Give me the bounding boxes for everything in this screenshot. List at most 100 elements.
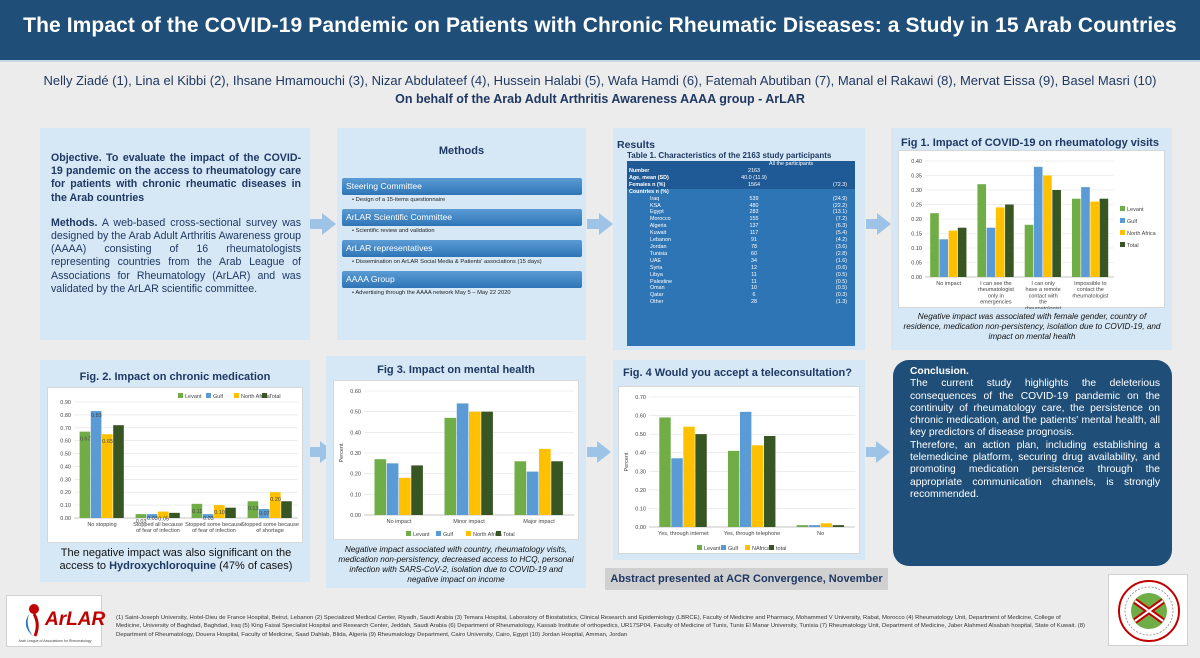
methods-step-1: Steering Committee (342, 178, 582, 195)
table-cell-label: Oman (641, 285, 665, 292)
chart-bar (539, 448, 551, 515)
legend-swatch (1120, 242, 1125, 247)
table-cell-n: 60 (751, 250, 757, 257)
table-cell-n: 28 (751, 299, 757, 306)
chart-bar (957, 227, 967, 277)
x-tick-label: Major impact (523, 519, 555, 525)
y-tick-label: 0.00 (635, 525, 646, 531)
flow-arrow-head-3 (877, 213, 891, 235)
y-tick-label: 0.10 (911, 246, 922, 252)
y-tick-label: 0.30 (911, 188, 922, 194)
chart-bar (225, 507, 236, 518)
y-tick-label: 0.50 (635, 432, 646, 438)
legend-swatch (466, 531, 471, 536)
table-cell-label: UAE (641, 257, 662, 264)
legend-label: Total (269, 394, 281, 400)
chart-bar (281, 501, 292, 518)
conclusion-paragraph-1: The current study highlights the deleter… (910, 378, 1160, 439)
y-tick-label: 0.15 (911, 232, 922, 238)
chart-bar (526, 471, 539, 515)
chart-bar (191, 503, 203, 518)
chart-bar (158, 511, 169, 518)
legend-label: Gulf (213, 394, 224, 400)
table-cell-label: Libya (641, 271, 663, 278)
table-row: Qatar 6 (0.3) (627, 292, 855, 299)
data-label: 0.03 (147, 516, 158, 522)
legend-swatch (436, 531, 441, 536)
y-tick-label: 0.70 (635, 395, 646, 401)
fig3-chart: 0.00 0.10 0.20 0.30 0.40 0.50 0.60 Percent No im… (339, 389, 574, 538)
chart-bar (659, 417, 671, 527)
y-tick-label: 0.00 (350, 513, 361, 519)
methods-step-detail-3: • Dissemination on ArLAR Social Media & … (352, 259, 542, 265)
x-tick-label: No (817, 531, 824, 537)
x-tick-label: Yes, through telephone (724, 531, 780, 537)
chart-bar (113, 425, 124, 518)
data-label: 0.10 (214, 510, 225, 516)
table-cell-label: Lebanon (641, 237, 671, 244)
table-row: Other 28 (1.3) (627, 299, 855, 306)
y-tick-label: 0.30 (350, 451, 361, 457)
fig2-title: Fig. 2. Impact on chronic medication (79, 371, 271, 383)
y-axis-label: Percent (624, 452, 630, 471)
chart-bar (808, 525, 821, 527)
flow-arrow-3 (866, 219, 878, 229)
chart-bar (820, 523, 833, 527)
methods-step-detail-1: • Design of a 15-items questionnaire (352, 197, 446, 203)
chart-bar (683, 426, 695, 527)
y-tick-label: 0.40 (911, 159, 922, 165)
x-tick-label: Yes, through internet (658, 531, 709, 537)
table-row: UAE 34 (1.6) (627, 258, 855, 265)
data-label: 0.03 (136, 519, 147, 525)
chart-bar (1052, 190, 1061, 277)
table-cell-label: Morocco (641, 216, 671, 223)
table-cell-pct: (0.6) (835, 264, 847, 271)
fig3-caption: Negative impact associated with country,… (338, 545, 574, 584)
table-cell-n: 10 (751, 285, 757, 292)
data-label: 0.20 (270, 497, 281, 503)
flow-arrow-1 (310, 219, 324, 229)
x-tick-label: No impact (936, 281, 961, 287)
y-tick-label: 0.20 (911, 217, 922, 223)
chart-bar (739, 411, 752, 527)
methods-panel: Methods Steering Committee • Design of a … (337, 128, 586, 340)
chart-bar (1005, 204, 1014, 277)
legend-swatch (1120, 206, 1125, 211)
fig3-panel: Fig 3. Impact on mental health 0.00 0.10 0… (326, 356, 586, 588)
table-cell-label: Qatar (641, 292, 664, 299)
legend-swatch (721, 545, 726, 550)
table-row: Libya 11 (0.5) (627, 272, 855, 279)
methods-step-2: ArLAR Scientific Committee (342, 209, 582, 226)
table-cell-pct: (0.3) (835, 292, 847, 299)
table-row: KSA 480 (22.2) (627, 203, 855, 210)
x-tick-label: emergencies (980, 300, 1012, 306)
chart-bar (247, 501, 259, 518)
chart-bar (146, 514, 158, 518)
table-cell-pct: (13.1) (832, 209, 847, 216)
y-tick-label: 0.30 (60, 477, 71, 483)
legend-label: total (776, 546, 786, 552)
objective-label: Objective. (51, 152, 102, 164)
methods-step-3: ArLAR representatives (342, 240, 582, 257)
aaaa-logo-mark (1118, 580, 1180, 642)
legend-label: Gulf (443, 532, 454, 538)
flow-arrow-head-2 (599, 213, 613, 235)
y-tick-label: 0.10 (60, 503, 71, 509)
table-cell-pct: (1.6) (835, 257, 847, 264)
y-tick-label: 0.60 (60, 439, 71, 445)
table-row: Palestine 11 (0.5) (627, 279, 855, 286)
chart-bar (169, 512, 180, 518)
legend-swatch (496, 531, 501, 536)
author-list: Nelly Ziadé (1), Lina el Kibbi (2), Ihsa… (43, 73, 1157, 88)
chart-bar (135, 514, 147, 518)
methods-step-detail-2: • Scientific review and validation (352, 228, 435, 234)
fig1-panel: Fig 1. Impact of COVID-19 on rheumatolog… (891, 128, 1172, 350)
y-tick-label: 0.90 (60, 400, 71, 406)
poster-header: The Impact of the COVID-19 Pandemic on P… (0, 0, 1200, 62)
methods-step-4: AAAA Group (342, 271, 582, 288)
legend-label: North Africa (473, 532, 503, 538)
chart-bar (202, 514, 214, 518)
chart-bar (456, 403, 469, 515)
y-tick-label: 0.00 (60, 516, 71, 522)
legend-label: Levant (185, 394, 202, 400)
